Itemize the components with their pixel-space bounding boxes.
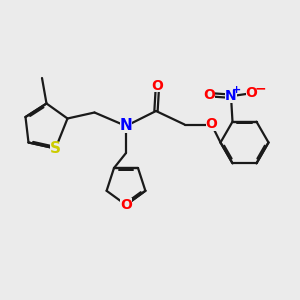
Text: −: − (255, 82, 266, 96)
Text: N: N (120, 118, 132, 134)
Text: O: O (120, 198, 132, 212)
Bar (120, 198, 132, 212)
Bar (50, 142, 61, 155)
Text: O: O (152, 79, 164, 92)
Text: O: O (203, 88, 215, 102)
Text: S: S (50, 141, 61, 156)
Text: +: + (232, 85, 241, 95)
Bar (225, 90, 237, 103)
Text: N: N (225, 89, 237, 103)
Bar (246, 87, 257, 100)
Bar (120, 119, 132, 133)
Text: O: O (206, 118, 218, 131)
Bar (204, 88, 215, 101)
Bar (206, 118, 217, 131)
Text: O: O (245, 86, 257, 100)
Bar (152, 79, 163, 92)
